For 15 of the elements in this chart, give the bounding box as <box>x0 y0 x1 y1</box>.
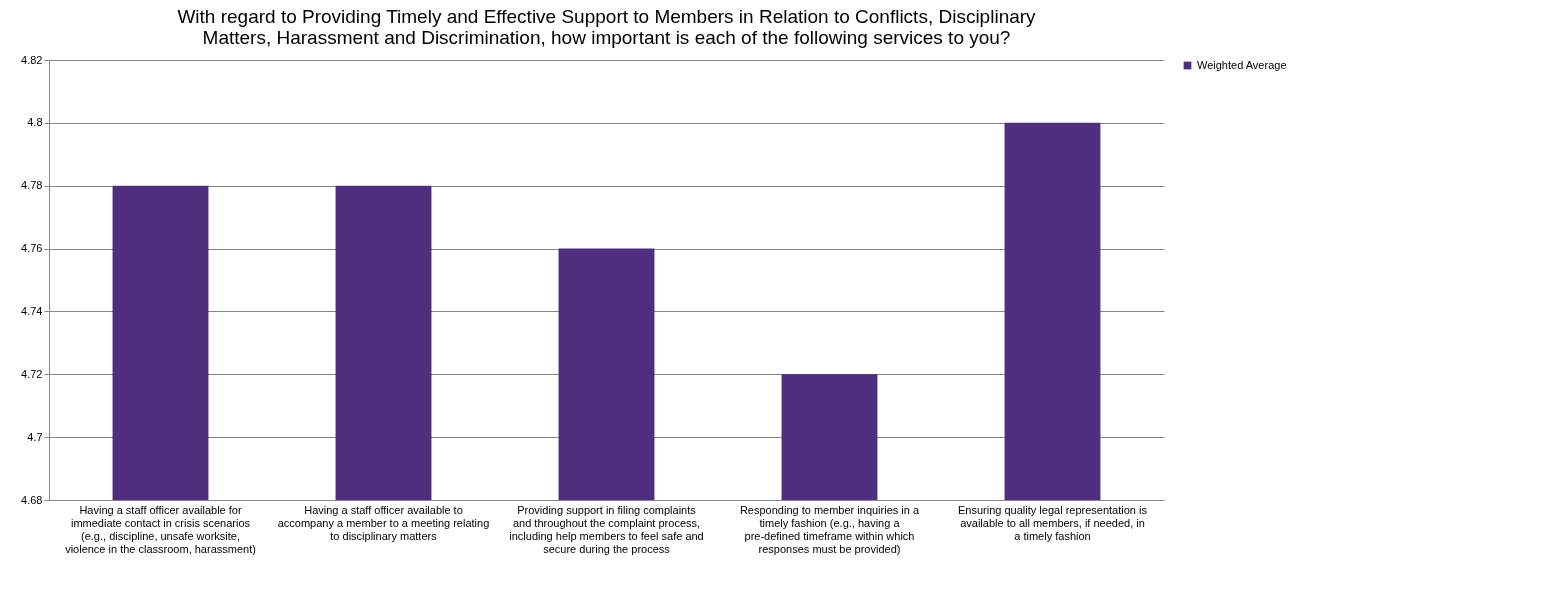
x-tick-label: Providing support in filing complaints and throughout the complaint process, including help members to feel safe and secure during the process <box>509 503 704 555</box>
y-tick-label: 4.68 <box>21 493 43 506</box>
x-tick-label: Responding to member inquiries in a timely fashion (e.g., having a pre-defined timeframe within which responses must be provided) <box>739 503 920 555</box>
x-tick-label: Having a staff officer available for immediate contact in crisis scenarios (e.g., discipline, unsafe worksite, violence in the classroom, harassment) <box>65 503 256 555</box>
y-tick-label: 4.82 <box>21 53 43 66</box>
y-tick-label: 4.7 <box>27 430 43 443</box>
y-tick-label: 4.78 <box>21 179 43 192</box>
legend-label: Weighted Average <box>1197 58 1287 71</box>
x-tick-label: Ensuring quality legal representation is available to all members, if needed, in a timely fashion <box>958 503 1148 542</box>
y-tick-label: 4.76 <box>21 242 43 255</box>
x-tick-label: Having a staff officer available to accompany a member to a meeting relating to disciplinary matters <box>277 503 490 542</box>
y-tick-label: 4.8 <box>27 116 43 129</box>
y-tick-label: 4.74 <box>21 304 43 317</box>
chart-title: With regard to Providing Timely and Effective Support to Members in Relation to Conflicts, Disciplinary Matters, Harassment and Discrimination, how important is each of the following services to you? <box>177 6 1037 48</box>
y-tick-label: 4.72 <box>21 367 43 380</box>
